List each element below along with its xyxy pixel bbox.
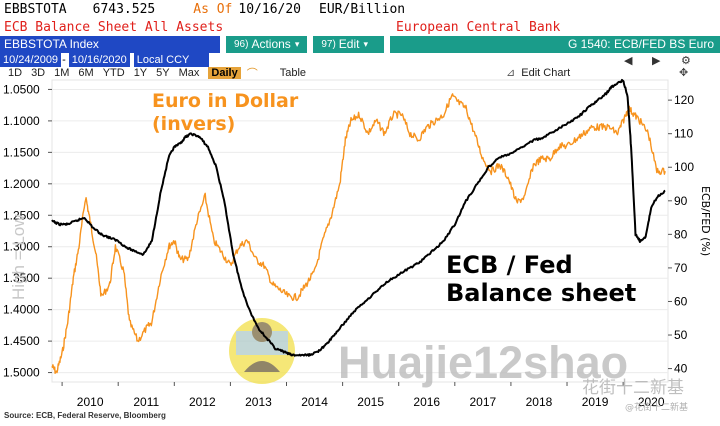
left-tick-label: 1.3500 xyxy=(3,271,40,285)
left-tick-label: 1.4000 xyxy=(3,303,40,317)
right-tick-label: 90 xyxy=(674,194,688,208)
edit-chart-label: Edit Chart xyxy=(521,67,571,79)
period-max[interactable]: Max xyxy=(178,67,200,79)
left-tick-label: 1.1000 xyxy=(3,114,40,128)
period-ytd[interactable]: YTD xyxy=(102,67,125,79)
plot-frame xyxy=(51,79,669,383)
period-3d[interactable]: 3D xyxy=(31,67,46,79)
bar-chart-icon: ⊿ xyxy=(506,67,516,79)
left-arrow-icon[interactable]: ◀ xyxy=(624,54,633,67)
as-of-label: As Of xyxy=(193,2,233,17)
right-tick-label: 80 xyxy=(674,227,688,241)
last-value: 6743.525 xyxy=(92,2,156,17)
line-chart-icon[interactable]: ⌒ xyxy=(246,68,258,80)
date-to-field[interactable]: 10/16/2020 xyxy=(68,53,130,67)
period-6m[interactable]: 6M xyxy=(78,67,94,79)
watermark-text: Huajie12shao xyxy=(338,337,628,388)
x-tick-label: 2019 xyxy=(582,395,609,409)
x-axis: 2010 2011 2012 2013 2014 2015 2016 2017 2018 2019… xyxy=(61,382,665,409)
edit-button[interactable]: 97) Edit ▾ xyxy=(313,36,385,53)
left-tick-label: 1.2500 xyxy=(3,208,40,222)
chevron-down-icon: ▾ xyxy=(294,39,300,49)
x-tick-label: 2012 xyxy=(189,395,216,409)
x-tick-label: 2013 xyxy=(245,395,272,409)
as-of-date: 10/16/20 xyxy=(238,2,302,17)
header-row-description: ECB Balance Sheet All Assets European Ce… xyxy=(0,19,720,36)
pin-icon[interactable]: ✥ xyxy=(679,67,689,79)
left-tick-label: 1.1500 xyxy=(3,145,40,159)
left-tick-label: 1.3000 xyxy=(3,240,40,254)
watermark-handle: @花街十二新基 xyxy=(625,401,688,413)
right-arrow-icon[interactable]: ▶ xyxy=(652,54,661,67)
date-range-row: 10/24/2009 - 10/16/2020 Local CCY ◀ ▶ ⚙ xyxy=(0,53,720,67)
left-tick-label: 1.2000 xyxy=(3,177,40,191)
right-axis-label: ECB/FED (%) xyxy=(699,186,712,256)
x-tick-label: 2010 xyxy=(77,395,104,409)
toolbar-row: EBBSTOTA Index 96) Actions ▾ 97) Edit ▾ … xyxy=(0,36,720,53)
header-row-ticker: EBBSTOTA 6743.525 As Of 10/16/20 EUR/Bil… xyxy=(0,0,720,19)
x-tick-label: 2018 xyxy=(526,395,553,409)
period-5y[interactable]: 5Y xyxy=(156,67,170,79)
left-tick-label: 1.0500 xyxy=(3,82,40,96)
series-layer xyxy=(51,78,666,374)
euro-dollar-line xyxy=(51,93,666,374)
annotation-line: Euro in Dollar xyxy=(152,90,299,112)
watermark-high-low: High = Low xyxy=(9,214,28,300)
x-tick-label: 2015 xyxy=(357,395,384,409)
x-tick-label: 2017 xyxy=(470,395,497,409)
right-tick-label: 120 xyxy=(674,93,694,107)
ecb-fed-line xyxy=(51,78,666,357)
edit-chart-button[interactable]: ⊿ Edit Chart xyxy=(506,66,570,79)
frequency-select[interactable]: Daily xyxy=(208,67,241,79)
date-from-field[interactable]: 10/24/2009 xyxy=(0,53,62,67)
chevron-down-icon: ▾ xyxy=(363,39,369,49)
dash-separator: - xyxy=(62,54,66,66)
series-description: ECB Balance Sheet All Assets xyxy=(4,20,224,35)
ecb-fed-annotation: ECB / Fed Balance sheet xyxy=(446,251,636,307)
annotation-line: Balance sheet xyxy=(446,279,636,307)
ticker-symbol: EBBSTOTA xyxy=(4,2,67,17)
right-tick-label: 50 xyxy=(674,328,688,342)
right-axis: 40 50 60 70 80 90 100 110 120 xyxy=(668,93,694,376)
graph-id: G 1540: ECB/FED BS Euro xyxy=(390,36,720,53)
gear-icon[interactable]: ⚙ xyxy=(681,54,691,67)
right-tick-label: 110 xyxy=(674,127,693,141)
euro-annotation: Euro in Dollar (invers) xyxy=(152,90,299,135)
right-tick-label: 40 xyxy=(674,362,688,376)
x-tick-label: 2020 xyxy=(638,395,665,409)
watermark-brand: 花街十二新基 xyxy=(582,378,684,398)
x-tick-label: 2014 xyxy=(301,395,328,409)
edit-number: 97) xyxy=(321,39,336,50)
grid xyxy=(51,79,669,383)
actions-button[interactable]: 96) Actions ▾ xyxy=(226,36,308,53)
table-button[interactable]: Table xyxy=(279,67,306,79)
period-row: 1D 3D 1M 6M YTD 1Y 5Y Max Daily ⌒ Table … xyxy=(0,66,720,80)
source-name: European Central Bank xyxy=(396,20,561,35)
left-axis: 1.0500 1.1000 1.1500 1.2000 1.2500 1.3000 1.35… xyxy=(3,82,52,380)
annotation-line: (invers) xyxy=(152,113,235,135)
x-tick-label: 2011 xyxy=(133,395,159,409)
left-tick-label: 1.5000 xyxy=(3,366,40,380)
period-1y[interactable]: 1Y xyxy=(133,67,148,79)
watermark-stamp xyxy=(229,318,295,384)
actions-number: 96) xyxy=(234,39,249,50)
edit-label: Edit xyxy=(338,37,360,51)
source-note: Source: ECB, Federal Reserve, Bloomberg xyxy=(4,411,166,420)
period-1m[interactable]: 1M xyxy=(54,67,70,79)
right-tick-label: 100 xyxy=(674,160,694,174)
left-tick-label: 1.4500 xyxy=(3,334,40,348)
actions-label: Actions xyxy=(251,37,291,51)
x-tick-label: 2016 xyxy=(413,395,440,409)
security-field[interactable]: EBBSTOTA Index xyxy=(0,36,220,53)
currency-select[interactable]: Local CCY xyxy=(133,53,210,67)
right-tick-label: 60 xyxy=(674,294,688,308)
period-1d[interactable]: 1D xyxy=(8,67,23,79)
right-tick-label: 70 xyxy=(674,261,688,275)
units-label: EUR/Billion xyxy=(319,2,406,17)
annotation-line: ECB / Fed xyxy=(446,251,573,279)
